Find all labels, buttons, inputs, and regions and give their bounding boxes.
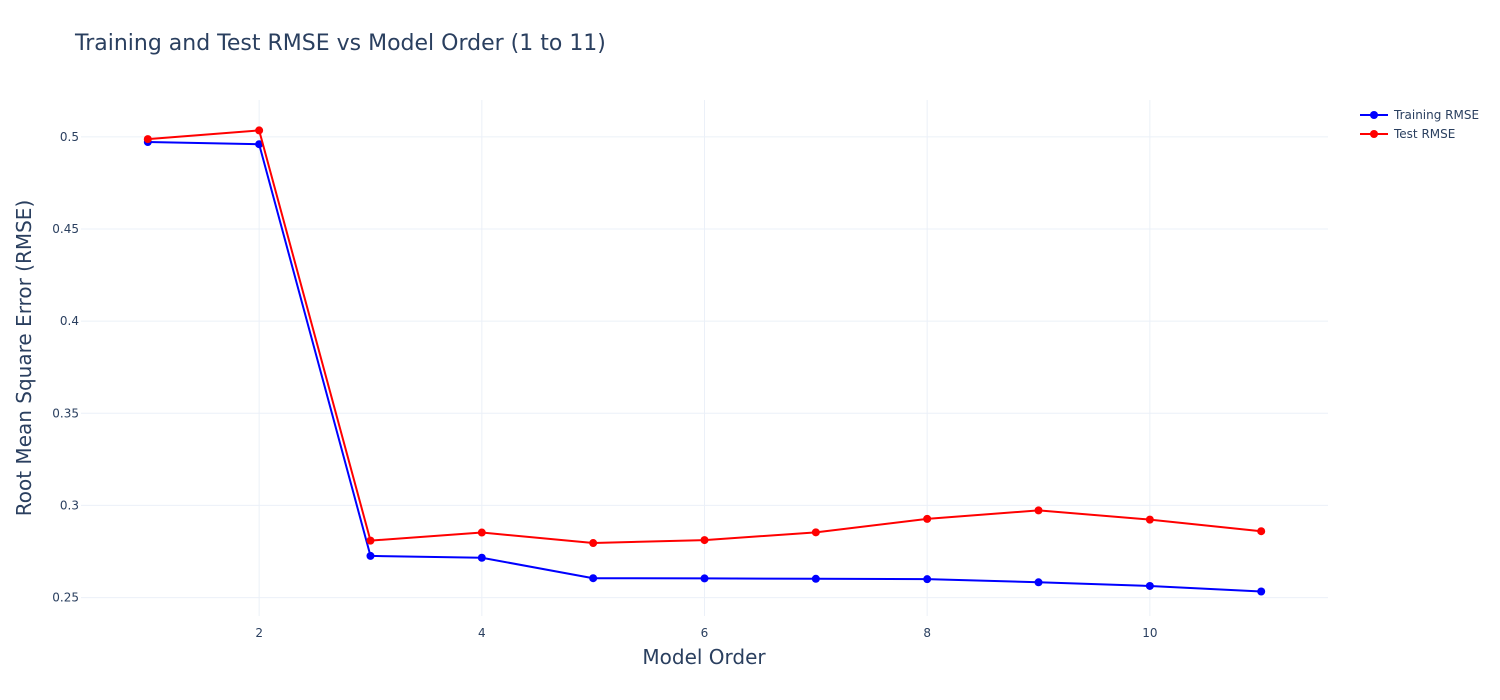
legend-marker-swatch [1370, 111, 1378, 119]
data-point [1034, 578, 1043, 587]
data-point [477, 528, 486, 537]
x-axis-title: Model Order [642, 645, 766, 669]
legend-label: Training RMSE [1393, 108, 1479, 122]
y-axis-title: Root Mean Square Error (RMSE) [12, 200, 36, 516]
data-point [255, 140, 264, 149]
legend-item[interactable]: Training RMSE [1360, 108, 1479, 122]
data-point [477, 553, 486, 562]
data-point [1034, 506, 1043, 515]
data-point [923, 575, 932, 584]
grid [81, 100, 1328, 616]
y-tick-label: 0.35 [52, 406, 79, 420]
y-tick-label: 0.45 [52, 222, 79, 236]
data-point [1257, 527, 1266, 536]
x-tick-label: 4 [478, 626, 486, 640]
x-tick-label: 8 [923, 626, 931, 640]
y-tick-label: 0.25 [52, 591, 79, 605]
legend-marker-swatch [1370, 130, 1378, 138]
data-point [1145, 515, 1154, 524]
data-point [1145, 581, 1154, 590]
data-point [255, 126, 264, 135]
y-tick-label: 0.4 [60, 314, 79, 328]
data-point [700, 574, 709, 583]
data-point [589, 574, 598, 583]
data-point [366, 536, 375, 545]
legend-item[interactable]: Test RMSE [1360, 127, 1455, 141]
x-tick-label: 2 [255, 626, 263, 640]
data-point [143, 135, 152, 144]
y-tick-label: 0.3 [60, 498, 79, 512]
y-tick-label: 0.5 [60, 130, 79, 144]
data-point [700, 536, 709, 545]
plot-area [143, 126, 1266, 596]
data-point [923, 514, 932, 523]
data-point [1257, 587, 1266, 596]
x-tick-label: 10 [1142, 626, 1157, 640]
chart-title: Training and Test RMSE vs Model Order (1… [74, 31, 606, 56]
x-tick-label: 6 [701, 626, 709, 640]
data-point [811, 574, 820, 583]
legend-label: Test RMSE [1393, 127, 1455, 141]
data-point [366, 551, 375, 560]
tick-labels: 2 4 6 8 10 0.25 0.3 0.35 0.4 0.45 0.5 [52, 130, 1157, 640]
data-point [811, 528, 820, 537]
data-point [589, 539, 598, 548]
legend: Training RMSE Test RMSE [1360, 108, 1479, 141]
